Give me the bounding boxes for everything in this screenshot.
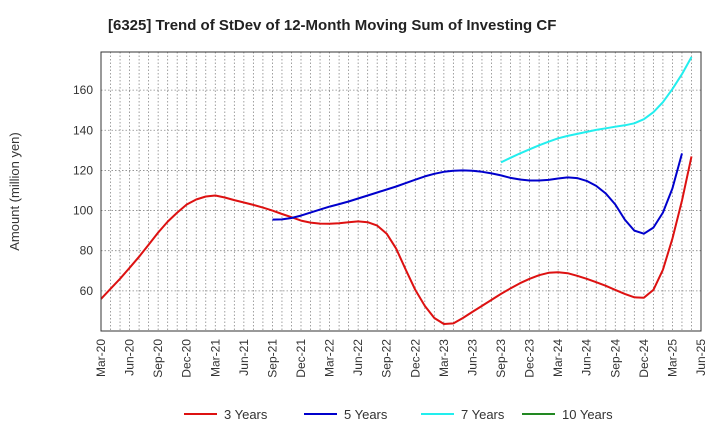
x-tick-label: Mar-21 — [208, 339, 222, 377]
series-line-5-years — [272, 153, 683, 235]
y-tick-label: 60 — [80, 284, 94, 298]
y-tick-label: 160 — [73, 83, 93, 97]
legend-item: 7 Years — [421, 407, 505, 422]
legend-item: 5 Years — [304, 407, 388, 422]
x-tick-label: Dec-24 — [637, 339, 651, 378]
legend-label: 7 Years — [461, 407, 505, 422]
x-tick-label: Sep-24 — [608, 339, 622, 378]
x-tick-label: Jun-22 — [351, 339, 365, 376]
legend-item: 10 Years — [522, 407, 613, 422]
x-tick-label: Jun-25 — [694, 339, 708, 376]
x-tick-label: Mar-24 — [551, 339, 565, 377]
y-tick-label: 100 — [73, 204, 93, 218]
grid — [101, 52, 701, 331]
series-lines — [100, 56, 693, 325]
x-tick-label: Sep-23 — [494, 339, 508, 378]
x-tick-label: Dec-22 — [408, 339, 422, 378]
x-tick-labels: Mar-20 Jun-20 Sep-20 Dec-20 Mar-21 Jun-21 Sep-… — [94, 339, 708, 378]
x-tick-label: Dec-21 — [294, 339, 308, 378]
x-tick-label: Mar-23 — [437, 339, 451, 377]
legend-label: 5 Years — [344, 407, 388, 422]
y-axis-label: Amount (million yen) — [7, 132, 22, 251]
y-tick-label: 120 — [73, 163, 93, 177]
x-tick-label: Jun-23 — [465, 339, 479, 376]
y-tick-label: 80 — [80, 244, 94, 258]
legend-label: 10 Years — [562, 407, 613, 422]
x-tick-label: Mar-25 — [665, 339, 679, 377]
x-tick-label: Jun-21 — [237, 339, 251, 376]
x-tick-label: Sep-20 — [151, 339, 165, 378]
x-tick-label: Sep-22 — [380, 339, 394, 378]
x-tick-label: Jun-24 — [580, 339, 594, 376]
y-tick-labels: 60 80 100 120 140 160 — [73, 83, 93, 298]
y-tick-label: 140 — [73, 123, 93, 137]
legend-label: 3 Years — [224, 407, 268, 422]
legend-item: 3 Years — [184, 407, 268, 422]
legend: 3 Years 5 Years 7 Years 10 Years — [184, 407, 613, 422]
series-line-3-years — [100, 156, 693, 325]
x-tick-label: Mar-22 — [323, 339, 337, 377]
plot-frame — [100, 51, 702, 332]
chart-title: [6325] Trend of StDev of 12-Month Moving… — [108, 17, 556, 34]
x-tick-label: Dec-23 — [523, 339, 537, 378]
x-tick-label: Dec-20 — [180, 339, 194, 378]
x-tick-label: Sep-21 — [265, 339, 279, 378]
x-tick-label: Jun-20 — [123, 339, 137, 376]
x-tick-label: Mar-20 — [94, 339, 108, 377]
series-line-7-years — [500, 56, 693, 164]
